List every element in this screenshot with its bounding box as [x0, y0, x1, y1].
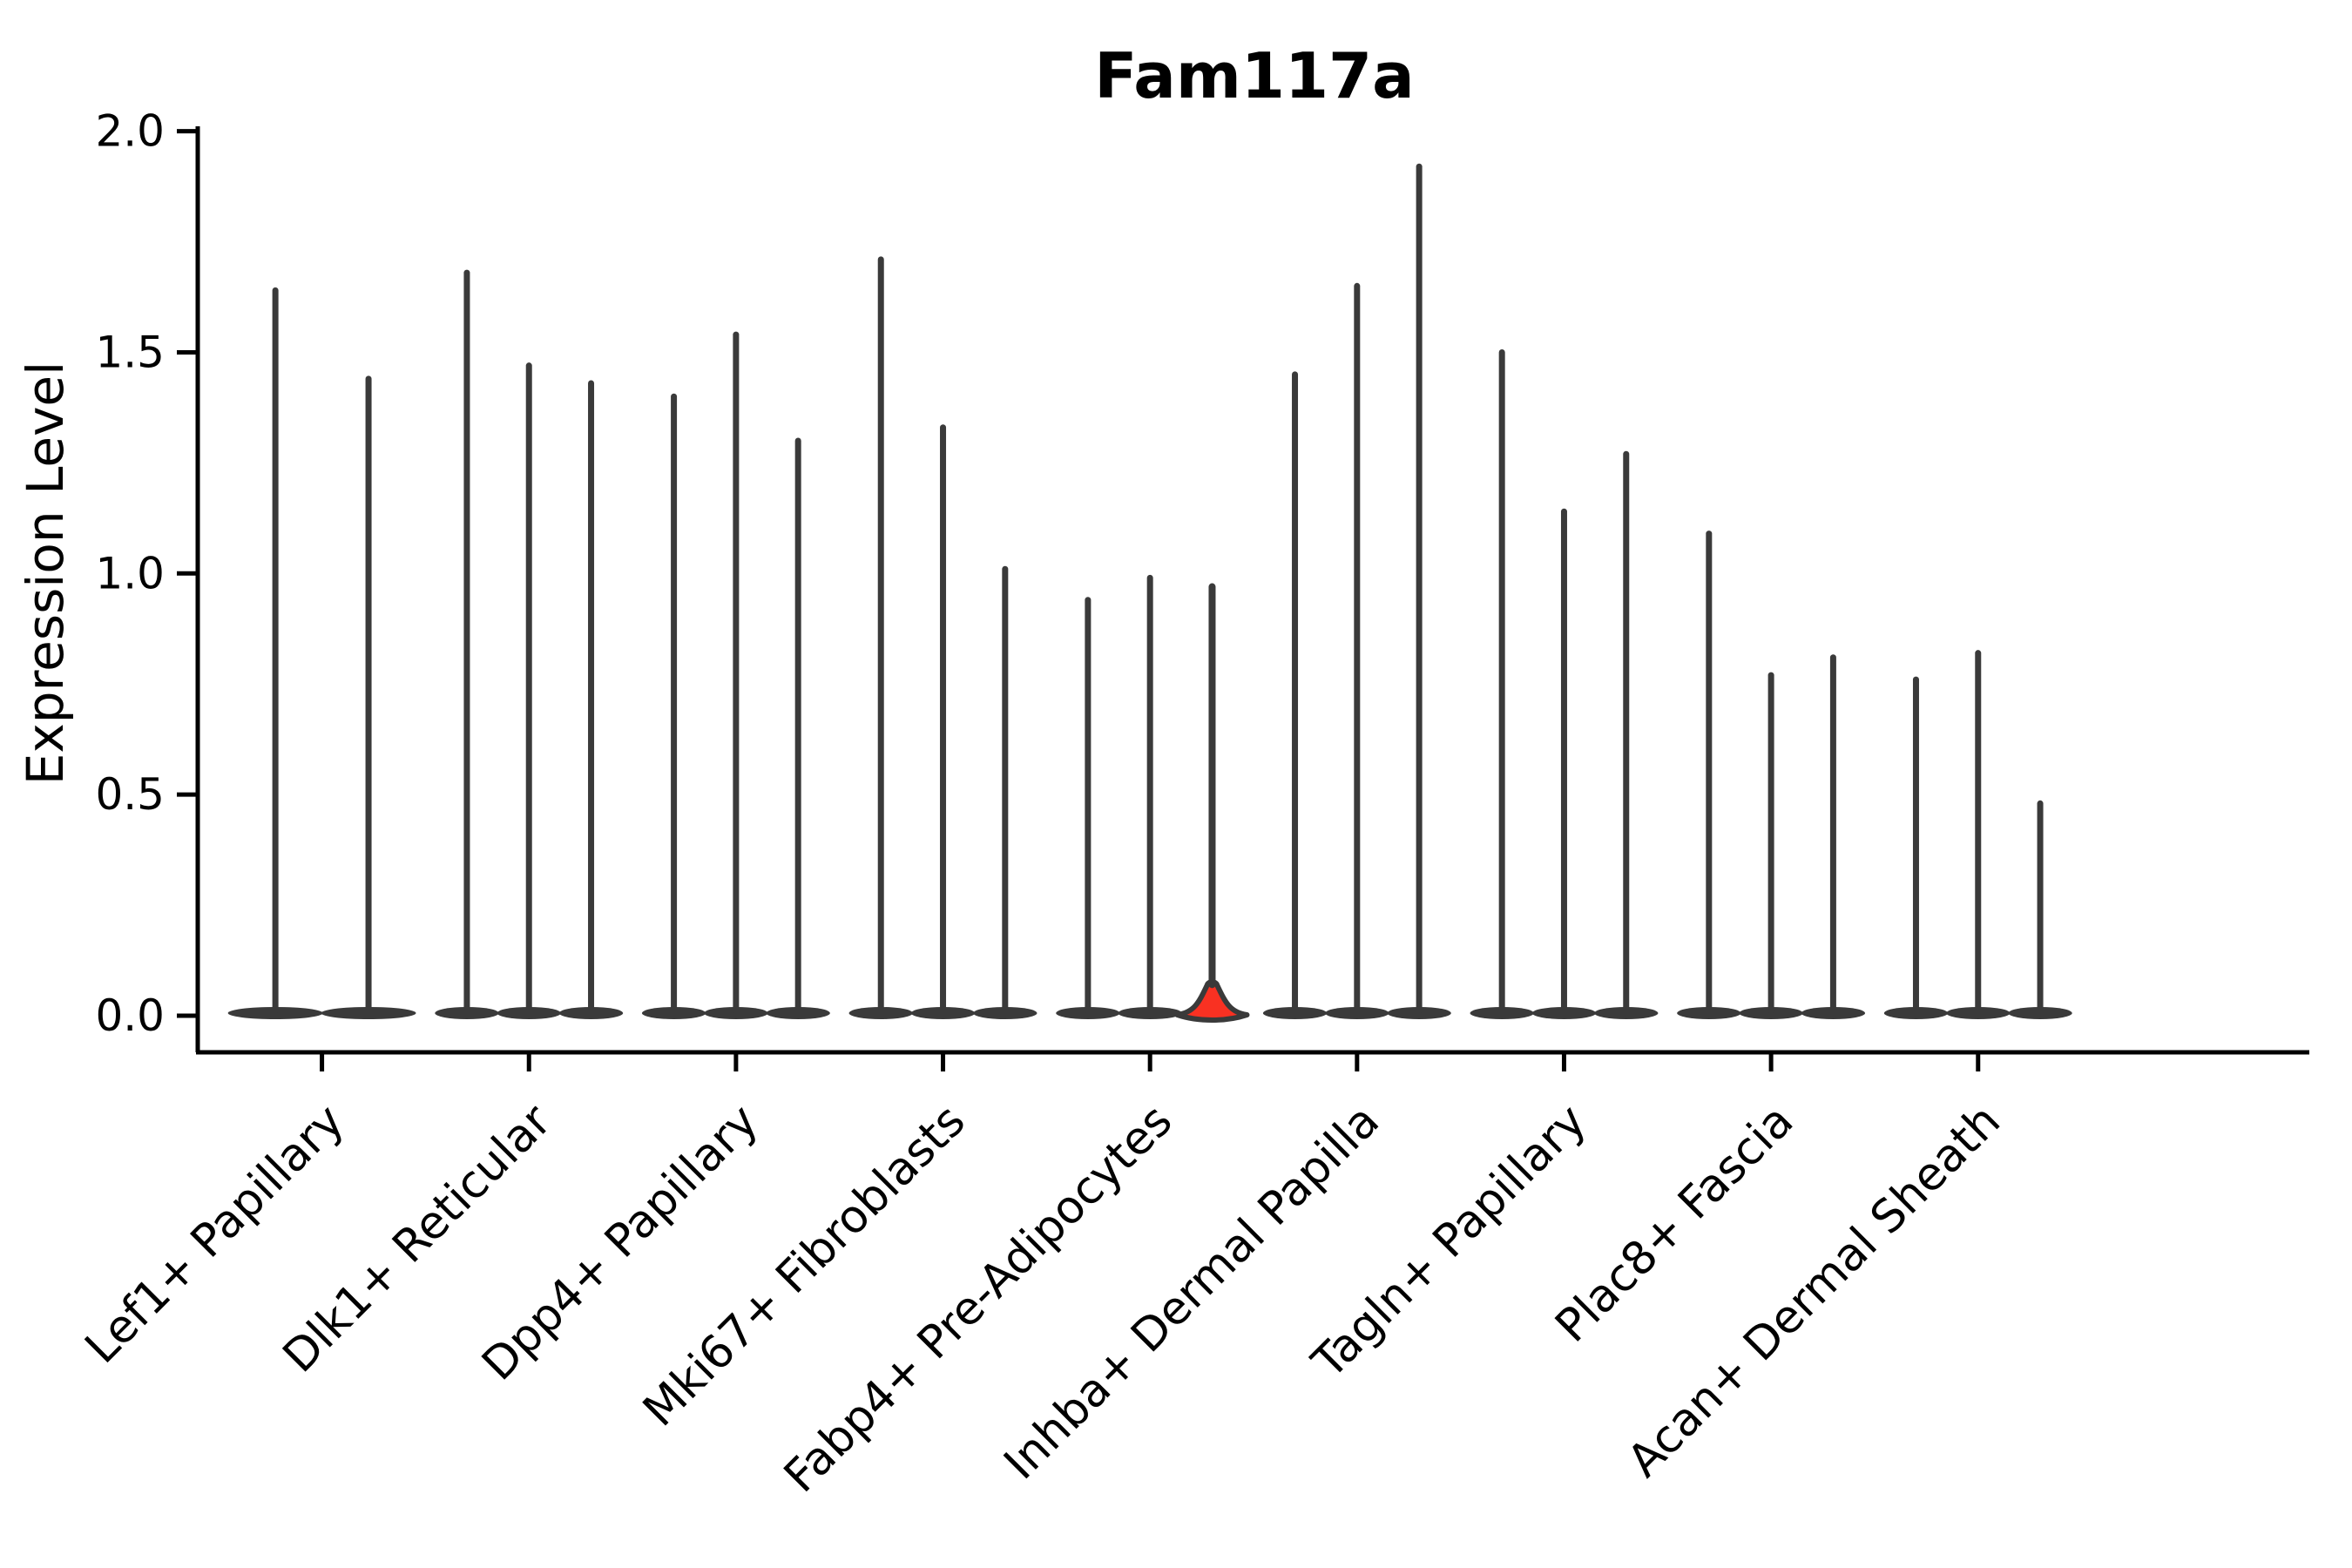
- y-tick-label: 0.0: [95, 990, 165, 1041]
- y-tick-label: 2.0: [95, 106, 165, 157]
- x-tick-label: Inhba+ Dermal Papilla: [995, 1095, 1389, 1490]
- axes-layer: [195, 126, 2309, 1055]
- x-tick-label: Acan+ Dermal Sheath: [1618, 1095, 2011, 1488]
- y-tick-label: 1.0: [95, 548, 165, 598]
- violins-layer: [227, 163, 2072, 1023]
- y-ticks-layer: 0.0 0.5 1.0 1.5 2.0: [95, 106, 198, 1041]
- y-tick-label: 0.5: [95, 769, 165, 820]
- x-tick-label: Fabp4+ Pre-Adipocytes: [774, 1095, 1182, 1503]
- y-axis-label: Expression Level: [16, 362, 75, 785]
- highlighted-violin-base: [1174, 978, 1250, 1023]
- y-tick-label: 1.5: [95, 327, 165, 377]
- chart-title: Fam117a: [1094, 39, 1414, 112]
